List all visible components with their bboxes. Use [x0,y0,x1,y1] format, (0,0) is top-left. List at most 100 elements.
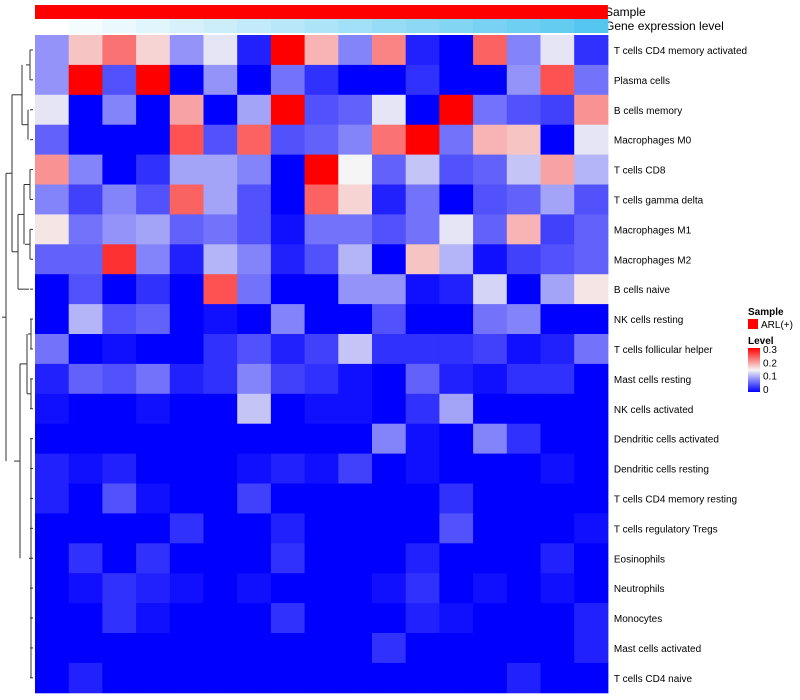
heatmap-cell [372,423,407,455]
heatmap-cell [304,94,339,126]
heatmap-cell [338,274,373,305]
heatmap-cell [506,543,541,574]
heatmap-cell [405,184,440,215]
heatmap-cell [439,543,474,574]
heatmap-cell [540,334,575,365]
heatmap-cell [405,603,440,634]
heatmap-cell [203,603,238,634]
heatmap-cell [405,423,440,455]
heatmap-cell [136,334,171,365]
row-label: Macrophages M2 [614,255,692,266]
heatmap-cell [338,393,373,425]
row-label: NK cells resting [614,315,683,326]
heatmap-cell [237,304,272,335]
heatmap-cell [372,453,407,484]
heatmap-cell [540,64,575,96]
heatmap-cell [203,334,238,365]
heatmap-cell [574,363,609,395]
heatmap-cell [35,124,70,156]
heatmap-cell [136,35,171,66]
heatmap-cell [405,363,440,395]
heatmap-cell [574,154,609,185]
legend-level-colorbar [748,348,760,392]
heatmap-cell [540,274,575,305]
heatmap-cell [338,543,373,574]
heatmap-cell [136,244,171,275]
gene-expression-annotation-cell [68,19,103,33]
heatmap-cell [136,453,171,484]
heatmap-cell [405,483,440,514]
heatmap-cell [473,513,508,544]
heatmap-cell [68,543,103,574]
legend-level-tick: 0.2 [763,358,777,369]
heatmap-cell [473,154,508,185]
heatmap-cell [473,184,508,215]
heatmap-cell [540,453,575,484]
legend: Sample ARL(+) Level 0.3 0.2 0.1 0 [748,307,793,396]
row-dendrogram [2,49,33,679]
heatmap-cell [304,483,339,514]
heatmap-cell [304,124,339,156]
heatmap-cell [136,483,171,514]
heatmap-cell [304,543,339,574]
gene-expression-annotation-cell [169,19,204,33]
heatmap-cell [506,64,541,96]
heatmap-cell [68,184,103,215]
heatmap-cell [169,184,204,215]
row-label: Macrophages M1 [614,225,692,236]
heatmap-cell [473,543,508,574]
heatmap-cell [506,35,541,66]
heatmap-cell [574,124,609,156]
heatmap-cell [304,334,339,365]
row-label: T cells CD4 memory resting [614,494,737,505]
heatmap-cell [405,543,440,574]
heatmap-cell [439,94,474,126]
heatmap-cell [237,35,272,66]
heatmap-cell [439,633,474,664]
heatmap-cell [136,363,171,395]
heatmap-cell [439,35,474,66]
heatmap-cell [574,35,609,66]
heatmap-cell [35,603,70,634]
heatmap-cell [169,513,204,544]
heatmap-cell [203,483,238,514]
heatmap-cell [203,513,238,544]
heatmap-cell [169,603,204,634]
gene-expression-annotation-cell [439,19,474,33]
heatmap-cell [574,513,609,544]
gene-expression-annotation-cell [270,19,306,33]
heatmap-cell [506,124,541,156]
heatmap-cell [270,543,306,574]
heatmap-cell [270,214,306,245]
heatmap-cell [270,483,306,514]
heatmap-cell [473,423,508,455]
heatmap-cell [574,483,609,514]
heatmap-cell [372,543,407,574]
heatmap-cell [405,334,440,365]
heatmap-cell [574,543,609,574]
heatmap-cell [102,184,137,215]
heatmap-cell [304,662,339,694]
heatmap-cell [574,453,609,484]
heatmap-cell [338,423,373,455]
heatmap-cell [372,513,407,544]
row-label: Plasma cells [614,76,670,87]
heatmap-cell [270,124,306,156]
heatmap-cell [405,214,440,245]
heatmap-cell [405,64,440,96]
heatmap-cell [237,184,272,215]
heatmap-cell [372,363,407,395]
heatmap-cell [203,94,238,126]
heatmap-cell [68,304,103,335]
heatmap-cell [102,334,137,365]
heatmap-cell [439,244,474,275]
heatmap-cell [68,124,103,156]
heatmap-cell [439,662,474,694]
row-label: T cells CD8 [614,166,666,177]
heatmap-cell [439,154,474,185]
heatmap-cell [237,453,272,484]
heatmap-cell [540,423,575,455]
heatmap-cell [136,513,171,544]
heatmap-cell [506,94,541,126]
heatmap-cell [237,94,272,126]
